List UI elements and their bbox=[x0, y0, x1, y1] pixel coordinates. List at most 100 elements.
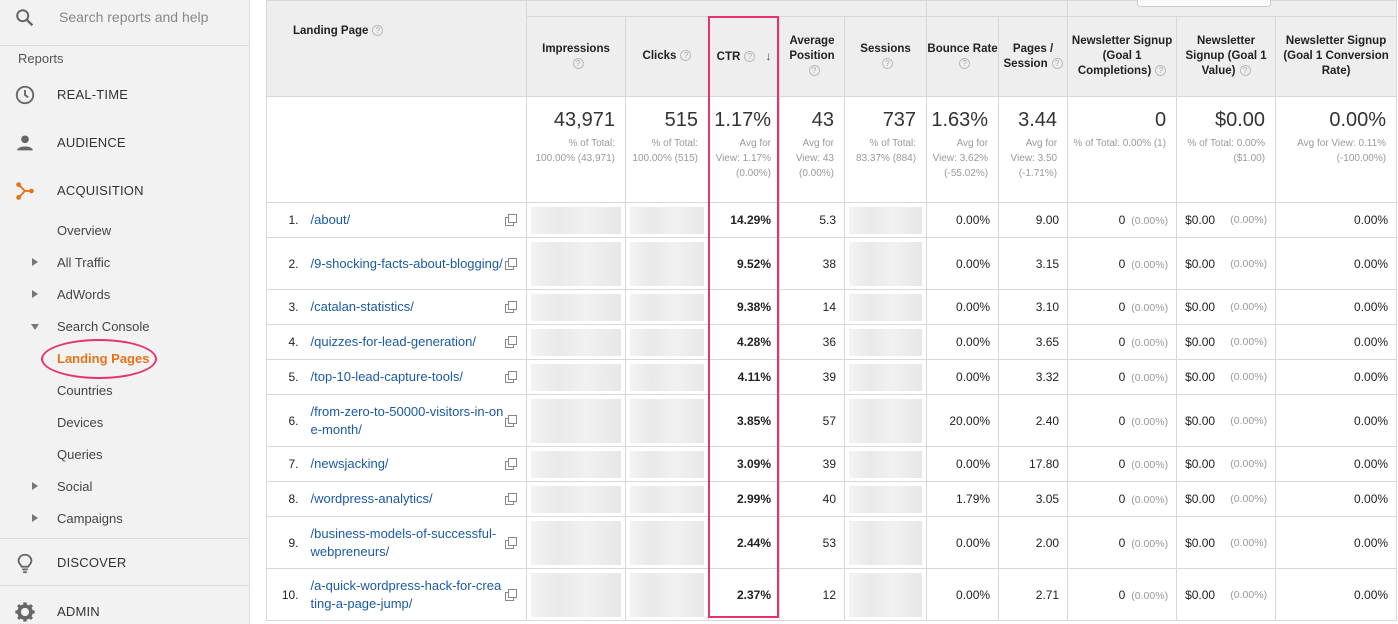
impressions-cell-redacted bbox=[526, 324, 626, 360]
top-tab bbox=[1137, 0, 1271, 7]
search-input[interactable]: Search reports and help bbox=[59, 9, 209, 25]
nav-all-traffic[interactable]: All Traffic bbox=[0, 250, 249, 276]
nav-acquisition[interactable]: ACQUISITION bbox=[0, 171, 249, 211]
nav-acquisition-label: ACQUISITION bbox=[57, 183, 144, 198]
caret-right-icon bbox=[32, 514, 38, 522]
landing-page-link[interactable]: /a-quick-wordpress-hack-for-creating-a-p… bbox=[310, 577, 502, 611]
landing-page-link[interactable]: /catalan-statistics/ bbox=[310, 299, 414, 314]
goal1-value-pct: (0.00%) bbox=[1230, 414, 1268, 427]
header-ctr[interactable]: CTR? ↓ bbox=[708, 16, 780, 97]
landing-page-link[interactable]: /quizzes-for-lead-generation/ bbox=[310, 334, 476, 349]
help-icon[interactable]: ? bbox=[959, 57, 971, 69]
nav-realtime[interactable]: REAL-TIME bbox=[0, 75, 249, 115]
nav-countries[interactable]: Countries bbox=[0, 378, 249, 404]
total-ctr-sub: Avg for View: 1.17% (0.00%) bbox=[715, 138, 771, 179]
avg-position-cell: 14 bbox=[779, 289, 845, 325]
goal1-completions-cell: 0 (0.00%) bbox=[1067, 394, 1178, 447]
help-icon[interactable]: ? bbox=[372, 25, 384, 37]
avg-position-cell: 39 bbox=[779, 359, 845, 395]
goal1-completions-cell: 0 (0.00%) bbox=[1067, 359, 1178, 395]
header-bounce-rate[interactable]: Bounce Rate? bbox=[926, 16, 1000, 97]
nav-overview[interactable]: Overview bbox=[0, 218, 249, 244]
landing-page-link[interactable]: /9-shocking-facts-about-blogging/ bbox=[310, 255, 503, 271]
row-index: 7. bbox=[266, 446, 299, 482]
open-external-icon[interactable] bbox=[505, 536, 517, 549]
table-row: 6. /from-zero-to-50000-visitors-in-one-m… bbox=[266, 394, 1398, 447]
nav-adwords[interactable]: AdWords bbox=[0, 282, 249, 308]
open-external-icon[interactable] bbox=[505, 336, 517, 348]
total-goal1-conv-rate-sub: Avg for View: 0.11% (-100.00%) bbox=[1297, 138, 1387, 164]
header-goal1-value[interactable]: Newsletter Signup (Goal 1 Value)? bbox=[1176, 16, 1277, 97]
goal1-completions-cell: 0 (0.00%) bbox=[1067, 237, 1178, 290]
help-icon[interactable]: ? bbox=[744, 50, 756, 62]
ctr-cell: 4.28% bbox=[708, 324, 780, 360]
nav-social[interactable]: Social bbox=[0, 474, 249, 500]
landing-page-link[interactable]: /top-10-lead-capture-tools/ bbox=[310, 369, 463, 384]
help-icon[interactable]: ? bbox=[680, 50, 692, 62]
nav-admin-label: ADMIN bbox=[57, 604, 100, 619]
redacted-value bbox=[531, 241, 621, 286]
impressions-cell-redacted bbox=[526, 202, 626, 238]
pages-session-cell: 3.32 bbox=[998, 359, 1069, 395]
help-icon[interactable]: ? bbox=[882, 57, 894, 69]
sort-down-icon[interactable]: ↓ bbox=[765, 48, 772, 63]
goal1-value-cell: $0.00 (0.00%) bbox=[1176, 394, 1277, 447]
header-avg-position[interactable]: Average Position? bbox=[779, 16, 845, 97]
landing-page-cell: /wordpress-analytics/ bbox=[298, 481, 527, 517]
sessions-cell-redacted bbox=[843, 289, 928, 325]
impressions-cell-redacted bbox=[526, 394, 626, 447]
total-pages-session-value: 3.44 bbox=[1018, 109, 1058, 131]
open-external-icon[interactable] bbox=[505, 458, 517, 470]
help-icon[interactable]: ? bbox=[808, 65, 820, 77]
redacted-value bbox=[630, 520, 704, 565]
goal1-completions-pct: (0.00%) bbox=[1131, 302, 1169, 314]
ctr-cell: 4.11% bbox=[708, 359, 780, 395]
header-goal1-conv-rate[interactable]: Newsletter Signup (Goal 1 Conversion Rat… bbox=[1275, 16, 1398, 97]
table-row: 4. /quizzes-for-lead-generation/ 4.28% 3… bbox=[266, 324, 1398, 360]
landing-page-link[interactable]: /wordpress-analytics/ bbox=[310, 491, 433, 506]
nav-queries[interactable]: Queries bbox=[0, 442, 249, 468]
landing-page-link[interactable]: /business-models-of-successful-webpreneu… bbox=[310, 525, 497, 559]
nav-all-traffic-label: All Traffic bbox=[57, 255, 111, 270]
table-row: 8. /wordpress-analytics/ 2.99% 40 1.79% … bbox=[266, 481, 1398, 517]
ctr-cell: 3.09% bbox=[708, 446, 780, 482]
nav-campaigns[interactable]: Campaigns bbox=[0, 506, 249, 532]
help-icon[interactable]: ? bbox=[572, 57, 584, 69]
nav-audience[interactable]: AUDIENCE bbox=[0, 123, 249, 163]
open-external-icon[interactable] bbox=[505, 301, 517, 313]
open-external-icon[interactable] bbox=[505, 214, 517, 226]
help-icon[interactable]: ? bbox=[1239, 65, 1251, 77]
open-external-icon[interactable] bbox=[505, 493, 517, 505]
nav-admin[interactable]: ADMIN bbox=[0, 592, 249, 624]
open-external-icon[interactable] bbox=[505, 257, 517, 270]
pages-session-cell: 3.05 bbox=[998, 481, 1069, 517]
header-clicks[interactable]: Clicks? bbox=[625, 16, 709, 97]
header-goal1-completions[interactable]: Newsletter Signup (Goal 1 Completions)? bbox=[1067, 16, 1178, 97]
nav-search-console-label: Search Console bbox=[57, 319, 150, 334]
help-icon[interactable]: ? bbox=[1051, 57, 1063, 69]
help-icon[interactable]: ? bbox=[1155, 65, 1167, 77]
nav-devices[interactable]: Devices bbox=[0, 410, 249, 436]
redacted-value bbox=[531, 363, 621, 391]
landing-page-link[interactable]: /about/ bbox=[310, 212, 351, 227]
nav-search-console[interactable]: Search Console bbox=[0, 314, 249, 340]
open-external-icon[interactable] bbox=[505, 588, 517, 601]
redacted-value bbox=[630, 450, 704, 478]
sessions-cell-redacted bbox=[843, 516, 928, 569]
header-impressions[interactable]: Impressions? bbox=[526, 16, 626, 97]
header-pages-session[interactable]: Pages / Session? bbox=[998, 16, 1069, 97]
bounce-rate-cell: 20.00% bbox=[926, 394, 1000, 447]
header-sessions[interactable]: Sessions? bbox=[843, 16, 928, 97]
goal1-completions-value: 0 bbox=[1118, 256, 1126, 271]
table-row: 3. /catalan-statistics/ 9.38% 14 0.00% 3… bbox=[266, 289, 1398, 325]
landing-page-link[interactable]: /from-zero-to-50000-visitors-in-one-mont… bbox=[310, 403, 504, 437]
open-external-icon[interactable] bbox=[505, 414, 517, 427]
goal1-value-pct: (0.00%) bbox=[1230, 336, 1268, 348]
landing-page-link[interactable]: /newsjacking/ bbox=[310, 456, 389, 471]
pages-session-cell: 2.71 bbox=[998, 568, 1069, 621]
goal1-value-value: $0.00 bbox=[1185, 535, 1216, 550]
search-bar[interactable]: Search reports and help bbox=[0, 0, 249, 46]
open-external-icon[interactable] bbox=[505, 371, 517, 383]
goal1-completions-value: 0 bbox=[1118, 213, 1126, 227]
nav-discover[interactable]: DISCOVER bbox=[0, 543, 249, 583]
